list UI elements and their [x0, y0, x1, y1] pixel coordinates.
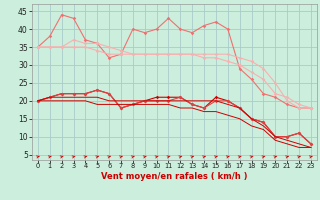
X-axis label: Vent moyen/en rafales ( km/h ): Vent moyen/en rafales ( km/h )	[101, 172, 248, 181]
